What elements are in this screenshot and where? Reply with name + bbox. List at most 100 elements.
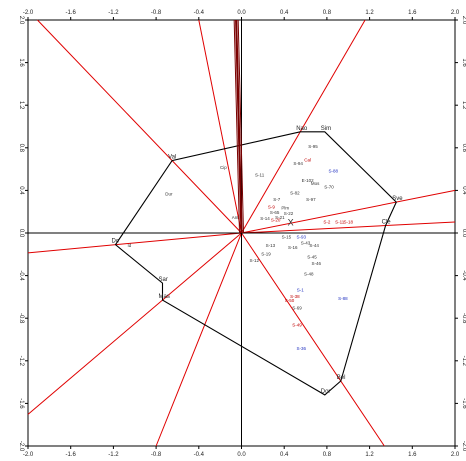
y-tick-label-left: 1.2 [18,101,24,110]
x-tick-label-bottom: 2.0 [451,452,460,458]
y-tick-label-right: 1.2 [461,101,466,110]
genotype-label: S-36 [297,346,307,351]
hull-vertex-label: Bel [337,375,346,381]
genotype-label: S-11 [255,173,265,178]
y-tick-label-left: 0.8 [18,144,24,153]
genotype-label: S-82 [290,191,300,196]
genotype-label: S-20 [271,217,281,222]
x-tick-label-bottom: 1.2 [365,452,374,458]
sector-ray [37,19,242,234]
genotype-label: Cip [220,165,227,170]
x-tick-label-top: 0.0 [237,10,246,16]
genotype-label: S-97 [306,197,316,202]
sector-ray [241,232,385,447]
y-tick-label-left: -1.2 [18,356,24,367]
hull-polygon [114,131,397,396]
hull-vertex-label: Sim [321,126,331,132]
y-tick-label-left: 0.4 [18,186,24,195]
sector-rays [27,19,456,447]
y-tick-label-left: 1.6 [18,58,24,67]
environment-vectors [233,19,244,234]
hull-vertex-label: Dor [321,389,331,395]
x-tick-label-top: 0.4 [280,10,289,16]
genotype-label: S-93 [297,234,307,239]
y-tick-label-right: 0.4 [461,186,466,195]
genotype-label: S-38 [290,294,300,299]
genotype-label: S-13 [266,243,276,248]
genotype-label: S-18 [343,219,353,224]
genotype-label: S-21 [275,215,285,220]
hull-vertex-label: Sar [159,277,168,283]
sector-ray [155,232,242,447]
environment-vector-edge [237,19,244,234]
genotype-label: S-44 [309,243,319,248]
y-tick-label-right: 2.0 [461,16,466,25]
genotype-label: S-49 [292,323,302,328]
polygon-hull: Nao Sim Sve Cle Bel Dor Mas Sar Dc Val [112,126,403,396]
genotype-label: S-69 [292,306,302,311]
y-tick-label-right: -0.8 [461,313,466,324]
genotype-label: S-19 [261,251,271,256]
x-tick-label-bottom: -0.8 [151,452,162,458]
genotype-label: S-88 [338,296,348,301]
sector-ray [27,232,242,415]
y-tick-label-left: -0.4 [18,270,24,281]
genotype-label: S-65 [270,210,280,215]
sector-ray [27,232,242,254]
genotype-label: S-48 [304,272,314,277]
mean-marker: X [288,217,294,227]
x-tick-label-bottom: 0.0 [237,452,246,458]
genotype-label: S-46 [311,261,321,266]
genotype-label: S-43 [301,241,311,246]
y-tick-label-right: 0.8 [461,144,466,153]
x-tick-label-bottom: 1.6 [408,452,417,458]
genotype-label: S-50 [285,298,295,303]
genotype-label: E-102 [302,178,315,183]
genotype-label: S-12 [250,258,260,263]
genotype-label: S-22 [284,211,294,216]
x-tick-label-top: 2.0 [451,10,460,16]
genotype-label: Cal [304,158,311,163]
sector-ray [241,19,366,234]
genotype-label: Plm [281,206,289,211]
y-tick-label-right: -0.4 [461,270,466,281]
sector-ray [198,19,242,234]
y-tick-label-right: -1.2 [461,356,466,367]
genotype-label: S-95 [308,144,318,149]
environment-vector-edge [233,19,240,234]
x-tick-label-top: -0.8 [151,10,162,16]
genotype-label: S-16 [288,245,298,250]
genotype-label: S-88 [329,168,339,173]
y-tick-label-right: 0.0 [461,229,466,238]
x-tick-label-bottom: -2.0 [23,452,34,458]
hull-vertex-label: Dc [112,239,119,245]
genotype-label: S-9 [268,205,276,210]
x-tick-label-top: 1.2 [365,10,374,16]
genotype-label: S-1 [297,288,305,293]
x-tick-label-bottom: 0.8 [323,452,332,458]
hull-vertex-label: Sve [392,196,403,202]
y-tick-label-left: -1.6 [18,398,24,409]
x-tick-label-top: -1.2 [108,10,119,16]
genotype-label: S-70 [324,184,334,189]
genotype-label: Mos [311,181,320,186]
y-tick-label-left: -2.0 [18,441,24,452]
hull-vertex-label: Val [168,155,176,161]
x-tick-label-top: 0.8 [323,10,332,16]
x-tick-label-top: -1.6 [66,10,77,16]
sector-ray [241,189,456,234]
y-tick-label-right: -2.0 [461,441,466,452]
hull-vertex-label: Mas [159,294,170,300]
y-tick-label-left: 2.0 [18,16,24,25]
y-tick-label-right: -1.6 [461,398,466,409]
y-tick-label-left: 0.0 [18,229,24,238]
genotype-label: S-45 [307,255,317,260]
x-tick-label-top: 1.6 [408,10,417,16]
genotype-label: S-11 [335,219,345,224]
x-tick-label-bottom: -1.2 [108,452,119,458]
x-tick-label-bottom: 0.4 [280,452,289,458]
x-tick-label-top: -0.4 [194,10,205,16]
genotype-label: Id [128,243,132,248]
